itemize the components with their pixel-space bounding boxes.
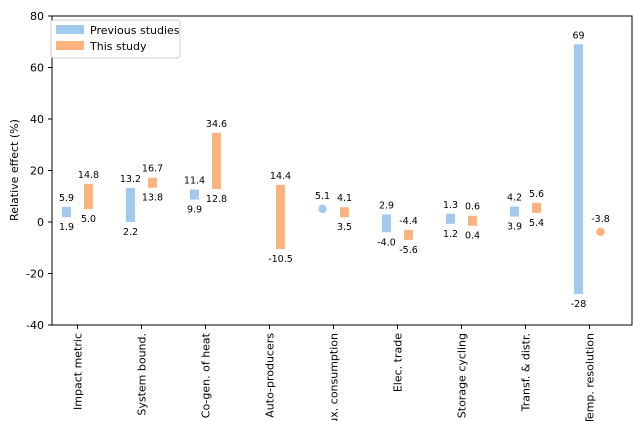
x-tick-label: Transf. & distr.	[520, 333, 533, 412]
legend-swatch-this-study	[56, 41, 84, 50]
y-tick-label: 0	[37, 216, 44, 229]
range-bar-this-study	[532, 202, 541, 213]
data-label-high-previous: 5.9	[59, 193, 74, 204]
data-label-high-this-study: 16.7	[142, 164, 163, 175]
x-tick-label: Elec. trade	[392, 333, 405, 392]
x-tick-label: System bound.	[136, 333, 149, 416]
range-bar-this-study	[276, 184, 285, 250]
data-label-low-this-study: 3.5	[337, 222, 352, 233]
y-tick-label: 40	[30, 113, 44, 126]
data-label-low-this-study: 5.0	[81, 214, 96, 225]
data-label-low-previous: 1.2	[443, 229, 458, 240]
data-label-low-this-study: 0.4	[465, 231, 480, 242]
x-tick-label: Temp. resolution	[584, 333, 597, 421]
data-label-high-previous: 11.4	[184, 176, 205, 187]
data-label-low-previous: 2.2	[123, 227, 138, 238]
y-axis-label: Relative effect (%)	[8, 119, 21, 221]
range-bar-previous	[190, 189, 199, 200]
data-label-this-study: -3.8	[591, 214, 610, 225]
y-tick-label: 20	[30, 165, 44, 178]
data-label-low-this-study: -10.5	[268, 254, 293, 265]
data-label-low-this-study: 12.8	[206, 194, 227, 205]
legend-label-this-study: This study	[89, 40, 147, 53]
data-label-low-previous: -4.0	[377, 237, 396, 248]
range-bar-this-study	[84, 183, 93, 210]
data-label-high-previous: 13.2	[120, 174, 141, 185]
x-tick-label: Storage cycling	[456, 333, 469, 418]
data-label-high-this-study: 5.6	[529, 189, 544, 200]
data-label-high-this-study: 4.1	[337, 193, 352, 204]
plot-area: -40 -20 0 20 40 60 80 Impact metric System bound…	[26, 10, 610, 421]
data-label-low-this-study: -5.6	[399, 245, 418, 256]
range-bar-this-study	[212, 132, 221, 190]
data-label-low-previous: 9.9	[187, 205, 202, 216]
data-label-high-previous: 69	[572, 30, 584, 41]
data-label-high-this-study: 0.6	[465, 202, 480, 213]
point-this-study	[596, 227, 605, 236]
y-tick-label: -20	[26, 268, 44, 281]
x-tick-label: Co-gen. of heat	[200, 332, 213, 418]
range-bar-this-study	[404, 229, 413, 240]
data-label-high-previous: 2.9	[379, 201, 394, 212]
x-tick-label: Impact metric	[72, 333, 85, 410]
data-label-high-previous: 1.3	[443, 200, 458, 211]
data-label-high-this-study: 14.4	[270, 171, 291, 182]
range-bar-this-study	[468, 215, 477, 226]
y-tick-label: 80	[30, 10, 44, 23]
plot-frame	[51, 15, 633, 326]
range-bar-this-study	[340, 207, 349, 218]
legend-label-previous: Previous studies	[90, 24, 180, 37]
range-bar-this-study	[148, 177, 157, 188]
data-label-high-this-study: -4.4	[399, 216, 418, 227]
point-previous	[318, 204, 327, 214]
data-label-low-previous: 1.9	[59, 222, 74, 233]
x-tick-label: Auto-producers	[264, 333, 277, 418]
y-tick-label: -40	[26, 319, 44, 332]
data-label-high-previous: 4.2	[507, 193, 522, 204]
y-tick-label: 60	[30, 62, 44, 75]
range-bar-previous	[574, 44, 583, 295]
range-bar-previous	[446, 213, 455, 224]
range-bar-previous	[62, 206, 71, 218]
data-label-high-this-study: 34.6	[206, 119, 227, 130]
x-tick-label: Aux. consumption	[328, 333, 341, 421]
data-label-low-previous: 3.9	[507, 222, 522, 233]
data-label-low-this-study: 5.4	[529, 218, 544, 229]
data-label-previous: 5.1	[315, 191, 330, 202]
range-bar-previous	[382, 214, 391, 233]
range-bar-previous	[510, 206, 519, 217]
data-label-low-previous: -28	[571, 299, 587, 310]
data-label-high-this-study: 14.8	[78, 170, 99, 181]
range-bar-previous	[126, 188, 135, 222]
legend: Previous studies This study	[50, 19, 181, 59]
legend-swatch-previous	[56, 25, 84, 34]
data-label-low-this-study: 13.8	[142, 193, 163, 204]
